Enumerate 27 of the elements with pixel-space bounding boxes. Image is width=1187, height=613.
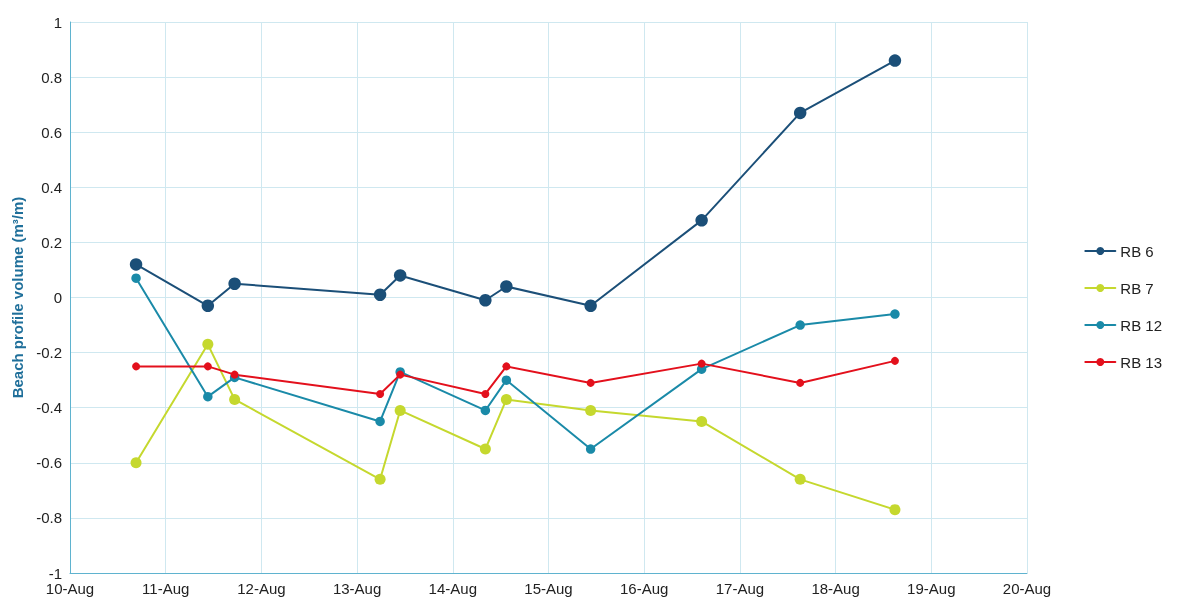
x-tick-label: 19-Aug (907, 580, 956, 597)
y-tick-label: -0.6 (36, 454, 62, 472)
x-tick-label: 18-Aug (811, 580, 860, 597)
legend-label: RB 13 (1120, 353, 1163, 371)
x-tick-label: 11-Aug (142, 580, 190, 597)
x-tick-label: 13-Aug (332, 580, 382, 597)
x-tick-label: 12-Aug (237, 580, 286, 597)
y-tick-label: 0.2 (41, 233, 62, 251)
x-tick-label: 10-Aug (45, 580, 95, 597)
y-tick-label: 0 (53, 289, 62, 306)
y-tick-label: -0.2 (36, 344, 62, 362)
x-tick-label: 17-Aug (715, 580, 765, 597)
y-tick-label: 0.4 (41, 178, 62, 196)
x-tick-label: 14-Aug (428, 580, 477, 597)
legend-label: RB 12 (1120, 316, 1163, 334)
x-tick-label: 16-Aug (620, 580, 669, 597)
y-axis-title: Beach profile volume (m³/m) (9, 196, 27, 399)
x-tick-label: 20-Aug (1002, 580, 1052, 597)
y-tick-label: -1 (48, 564, 62, 582)
y-tick-label: -0.8 (36, 509, 62, 527)
legend-label: RB 6 (1120, 242, 1154, 260)
y-tick-label: 0.6 (41, 123, 62, 141)
legend-label: RB 7 (1120, 279, 1154, 297)
y-tick-label: 1 (53, 13, 62, 31)
x-tick-label: 15-Aug (524, 580, 573, 597)
y-tick-label: 0.8 (41, 68, 62, 86)
y-tick-label: -0.4 (36, 399, 62, 417)
